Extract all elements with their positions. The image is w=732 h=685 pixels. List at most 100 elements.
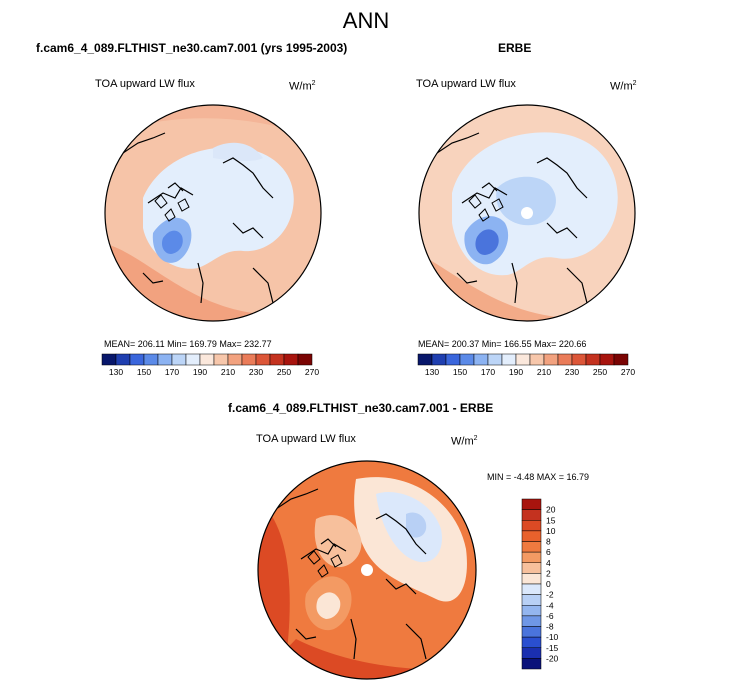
obs-polar-map [418,104,636,322]
obs-map-border [418,104,636,322]
diff-colorbar-swatch [521,530,542,542]
obs-colorbar-swatch [431,353,447,366]
model-colorbar: 130 150 170 190 210 230 250 270 [101,353,319,377]
model-islands [154,194,190,222]
obs-panel-title: ERBE [498,41,532,55]
diff-colorbar-tick-label: 20 [546,505,556,515]
obs-colorbar-swatch [515,353,531,366]
model-greenland-core [161,230,183,254]
obs-variable-label: TOA upward LW flux [416,78,516,90]
obs-colorbar-swatch [585,353,601,366]
obs-colorbar: 130 150 170 190 210 230 250 270 [417,353,635,377]
model-colorbar-swatch [101,353,117,366]
obs-colorbar-tick-label: 150 [453,367,467,377]
diff-polar-map [257,460,477,680]
model-colorbar-tick-label: 190 [193,367,207,377]
diff-colorbar-swatch [521,520,542,532]
model-units-label: W/m2 [289,80,316,93]
diff-pole-hole [361,564,373,576]
model-coastlines [122,132,274,304]
diff-colorbar-swatch [521,594,542,606]
obs-colorbar-swatch [417,353,433,366]
obs-greenland-core [475,229,499,255]
diff-stats: MIN = -4.48 MAX = 16.79 [487,472,590,482]
obs-colorbar-tick-label: 210 [537,367,551,377]
model-colorbar-tick-label: 270 [305,367,319,377]
model-map-border [104,104,322,322]
model-variable-label: TOA upward LW flux [95,78,195,90]
diff-coastlines [275,488,427,660]
obs-colorbar-swatch [501,353,517,366]
diff-colorbar-swatch [521,658,542,670]
obs-cool-center [496,176,556,226]
diff-colorbar-tick-label: 2 [546,568,551,578]
obs-colorbar-tick-label: 250 [593,367,607,377]
obs-colorbar-swatch [473,353,489,366]
diff-colorbar-tick-label: 8 [546,537,551,547]
obs-colorbar-swatch [445,353,461,366]
diff-colorbar-swatch [521,615,542,627]
model-colorbar-swatch [283,353,299,366]
model-warm-zone [105,243,321,321]
diff-colorbar-tick-label: 4 [546,558,551,568]
model-colorbar-swatch [241,353,257,366]
model-colorbar-swatch [213,353,229,366]
diff-colorbar-swatch [521,573,542,585]
model-stats: MEAN= 206.11 Min= 169.79 Max= 232.77 [104,339,272,349]
model-colorbar-tick-label: 150 [137,367,151,377]
obs-colorbar-swatch [529,353,545,366]
obs-pole-hole [521,207,533,219]
model-colorbar-tick-label: 170 [165,367,179,377]
model-panel-title: f.cam6_4_089.FLTHIST_ne30.cam7.001 (yrs … [36,41,348,55]
diff-colorbar-swatch [521,636,542,648]
diff-colorbar-swatch [521,551,542,563]
obs-colorbar-swatch [571,353,587,366]
diff-colorbar-swatch [521,626,542,638]
obs-units-label: W/m2 [610,80,637,93]
obs-colorbar-tick-label: 170 [481,367,495,377]
model-cool-ocean [213,142,263,162]
page-title: ANN [342,8,390,33]
model-colorbar-swatch [185,353,201,366]
model-colorbar-swatch [199,353,215,366]
model-colorbar-swatch [157,353,173,366]
model-colorbar-swatch [129,353,145,366]
obs-colorbar-tick-label: 190 [509,367,523,377]
model-colorbar-swatch [171,353,187,366]
diff-map-border [257,460,477,680]
obs-colorbar-swatch [459,353,475,366]
diff-colorbar-tick-label: -15 [546,643,559,653]
diff-variable-label: TOA upward LW flux [256,433,356,445]
obs-colorbar-swatch [599,353,615,366]
diff-colorbar-tick-label: -20 [546,653,559,663]
diff-colorbar-swatch [521,583,542,595]
diff-panel-title: f.cam6_4_089.FLTHIST_ne30.cam7.001 - ERB… [228,401,494,415]
diff-colorbar-swatch [521,498,542,510]
diff-greenland-core [316,592,341,619]
diff-pale-band [314,515,362,568]
obs-colorbar-tick-label: 230 [565,367,579,377]
model-colorbar-tick-label: 210 [221,367,235,377]
diff-colorbar-tick-label: 10 [546,526,556,536]
obs-colorbar-swatch [613,353,629,366]
obs-colorbar-tick-label: 270 [621,367,635,377]
diff-units-label: W/m2 [451,435,478,448]
model-colorbar-swatch [269,353,285,366]
model-colorbar-swatch [255,353,271,366]
diff-colorbar-tick-label: -6 [546,611,554,621]
diff-colorbar-tick-label: 15 [546,515,556,525]
model-colorbar-swatch [115,353,131,366]
diff-colorbar-tick-label: -4 [546,600,554,610]
obs-stats: MEAN= 200.37 Min= 166.55 Max= 220.66 [418,339,587,349]
diff-colorbar-tick-label: -8 [546,622,554,632]
diff-islands [307,550,343,578]
diff-colorbar-swatch [521,562,542,574]
model-colorbar-swatch [227,353,243,366]
diff-colorbar-swatch [521,605,542,617]
model-colorbar-tick-label: 250 [277,367,291,377]
diff-colorbar-tick-label: 0 [546,579,551,589]
model-colorbar-tick-label: 230 [249,367,263,377]
model-colorbar-tick-label: 130 [109,367,123,377]
diff-colorbar-tick-label: -10 [546,632,559,642]
